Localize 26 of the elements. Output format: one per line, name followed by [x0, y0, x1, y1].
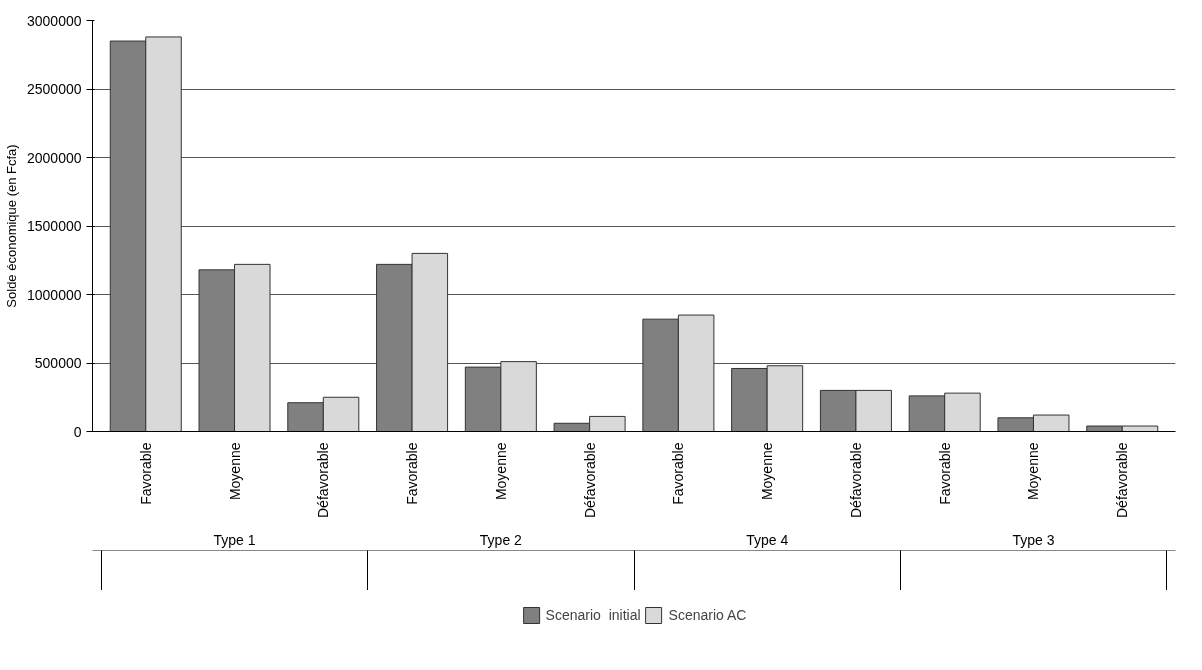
- x-tick-label: Moyenne: [759, 442, 776, 501]
- text: Type 3: [1012, 531, 1055, 548]
- legend-label: Scenario initial: [545, 607, 641, 623]
- text: Type 4: [746, 531, 789, 548]
- x-tick-label: Favorable: [670, 442, 687, 505]
- y-tick-label: 2500000: [27, 81, 82, 97]
- x-tick-label: Défavorable: [581, 442, 598, 518]
- x-tick-label: Défavorable: [847, 442, 864, 518]
- y-tick-label: 2000000: [27, 149, 82, 166]
- x-tick-label: Moyenne: [492, 442, 509, 501]
- y-tick-label: 1500000: [27, 218, 82, 234]
- x-tick-label: Défavorable: [315, 442, 332, 518]
- x-tick-label: Favorable: [404, 442, 421, 505]
- text: Type 1: [213, 531, 256, 548]
- y-tick-label: 500000: [34, 355, 82, 371]
- x-tick-label: Favorable: [936, 442, 953, 505]
- x-tick-label: Défavorable: [1114, 442, 1131, 518]
- y-tick-label: 1000000: [27, 286, 82, 303]
- text: Type 2: [479, 531, 523, 548]
- legend-label: Scenario AC: [668, 607, 747, 623]
- y-tick-label: 3000000: [27, 12, 82, 29]
- y-tick-label: 0: [73, 423, 82, 440]
- x-tick-label: Moyenne: [226, 442, 243, 501]
- x-tick-label: Moyenne: [1025, 442, 1042, 501]
- y-axis-title: Solde économique (en Fcfa): [4, 144, 19, 308]
- x-tick-label: Favorable: [137, 442, 154, 505]
